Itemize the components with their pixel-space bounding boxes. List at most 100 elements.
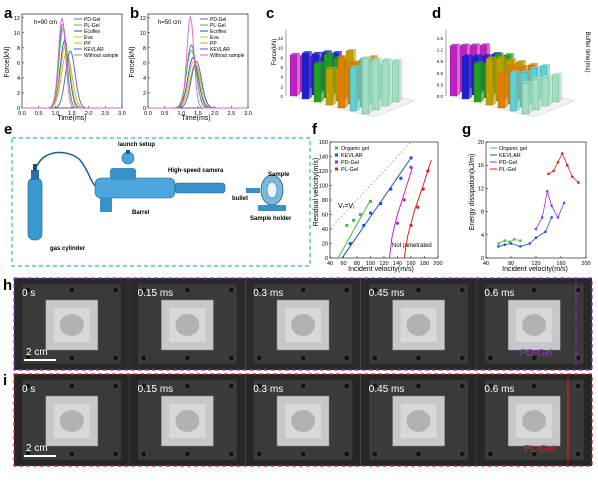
bar-top xyxy=(482,54,492,57)
data-point xyxy=(348,242,352,245)
data-point xyxy=(519,245,522,248)
ylabel-f: Residual velocity(m/s) xyxy=(313,158,320,226)
x-tick-label: 0.5 xyxy=(35,111,43,117)
bar-top xyxy=(450,43,460,46)
x-tick-label: 40 xyxy=(483,261,489,267)
z-tick-label: 10 xyxy=(278,46,284,51)
panel-letter-b: b xyxy=(130,5,139,22)
legend-label: PD-Gel xyxy=(84,17,100,23)
label-bullet: bullet xyxy=(232,196,248,202)
frame-time-label: 0.3 ms xyxy=(253,288,283,299)
series-line-pl-gel xyxy=(22,27,122,109)
bolt-icon xyxy=(574,450,582,458)
xlabel-a: Time(ms) xyxy=(57,115,86,122)
z-tick-label: 0 xyxy=(280,94,283,99)
bolt-icon xyxy=(299,450,307,458)
data-point xyxy=(560,152,564,155)
bar-side xyxy=(517,70,520,111)
data-point xyxy=(509,242,513,245)
y-tick-label: 20 xyxy=(322,242,328,248)
x-tick-label: 1.5 xyxy=(68,111,76,117)
legend-label: Without sample xyxy=(84,53,119,59)
hose xyxy=(36,151,101,191)
bar-top xyxy=(532,77,542,80)
data-point xyxy=(345,223,349,227)
data-point xyxy=(565,163,569,167)
bolt-icon xyxy=(415,286,422,294)
bolt-icon xyxy=(343,382,351,390)
panel-a: a 0.0 0.5 1.0 1.5 2.0 2.5 3.0 0 2 4 6 8 10 12 PD-GelPL… xyxy=(4,5,126,122)
y-tick-label: 4 xyxy=(481,233,484,239)
data-point xyxy=(369,211,372,215)
bar xyxy=(349,67,358,112)
y-tick-label: 2 xyxy=(17,91,20,97)
sample-holder-icon xyxy=(246,174,286,211)
bar-top xyxy=(528,63,538,66)
sample-crater xyxy=(59,410,84,432)
ylabel-a: Force(kN) xyxy=(4,46,11,77)
chart-f: 40 60 80 100 120 140 160 180 200 0 20 40 60 80 100 120 1… xyxy=(319,140,443,267)
x-tick-label: 3.0 xyxy=(118,111,126,117)
bar-top xyxy=(332,51,342,54)
bar-top xyxy=(372,57,382,60)
bolt-icon xyxy=(112,286,119,294)
legend-label: PL-Gel xyxy=(341,167,358,173)
data-point xyxy=(389,187,393,191)
z-tick-label: 0.6 xyxy=(437,71,444,76)
legend-label: Ecoflex xyxy=(84,29,101,35)
panel-d: d 0.0 0.3 0.6 0.9 1.2 1.5 Buffer time(ms) xyxy=(432,5,590,118)
sample-crater xyxy=(175,410,200,432)
launcher-icon xyxy=(94,150,226,212)
fit-line xyxy=(341,157,412,259)
bolt-icon xyxy=(184,382,191,390)
bolt-icon xyxy=(140,382,147,390)
bar-top xyxy=(392,58,402,61)
bar-top xyxy=(518,65,528,68)
data-point xyxy=(362,223,366,227)
data-point xyxy=(395,221,400,225)
sample-crater xyxy=(406,410,431,432)
x-tick-label: 60 xyxy=(340,261,346,267)
sample-crater xyxy=(522,314,547,336)
bolt-icon xyxy=(415,450,422,458)
data-point xyxy=(426,169,430,173)
bolt-icon xyxy=(415,382,422,390)
cond-b: h=50 cm xyxy=(158,20,181,26)
frames-i: 0 s 0.15 ms 0.3 ms 0.45 ms 0.6 ms xyxy=(14,374,592,466)
data-point xyxy=(369,199,372,203)
bar-top xyxy=(324,52,334,55)
bar-side xyxy=(379,57,382,110)
bolt-icon xyxy=(530,382,538,390)
legend-label: KEVLAR xyxy=(341,153,363,159)
legend-label: Organic gel xyxy=(499,146,527,152)
legend-label: PL-Gel xyxy=(84,23,100,29)
bar-top xyxy=(498,71,508,74)
series-line-without-sample xyxy=(148,16,248,109)
frames-h: 0 s 0.15 ms 0.3 ms 0.45 ms 0.6 ms xyxy=(14,278,592,370)
x-tick-label: 2.0 xyxy=(211,111,219,117)
y-tick-label: 8 xyxy=(17,46,20,52)
scale-label-h: 2 cm xyxy=(26,347,48,358)
bar-side xyxy=(345,55,348,108)
bar xyxy=(325,68,334,106)
data-point xyxy=(416,205,420,209)
bar xyxy=(509,72,518,112)
bar xyxy=(531,78,540,111)
legend-marker xyxy=(335,160,338,164)
bar-top xyxy=(302,51,312,54)
xlabel-g: Incident velocity(m/s) xyxy=(502,266,568,273)
zlabel-c: Force(kN) xyxy=(272,39,278,66)
cond-a: h=90 cm xyxy=(34,20,57,26)
bolt-icon xyxy=(112,354,119,362)
bar-top xyxy=(290,52,300,55)
y-tick-label: 8 xyxy=(143,46,146,52)
bolt-icon xyxy=(574,382,582,390)
bolt-icon xyxy=(487,354,494,362)
zlabel-d: Buffer time(ms) xyxy=(584,32,590,73)
bar-side xyxy=(457,43,460,96)
legend-label: KEVLAR xyxy=(84,47,104,53)
material-label-h: PD-Gel xyxy=(520,348,553,359)
bar xyxy=(449,45,458,97)
bolt-icon xyxy=(530,286,538,294)
y-tick-label: 80 xyxy=(322,198,328,204)
